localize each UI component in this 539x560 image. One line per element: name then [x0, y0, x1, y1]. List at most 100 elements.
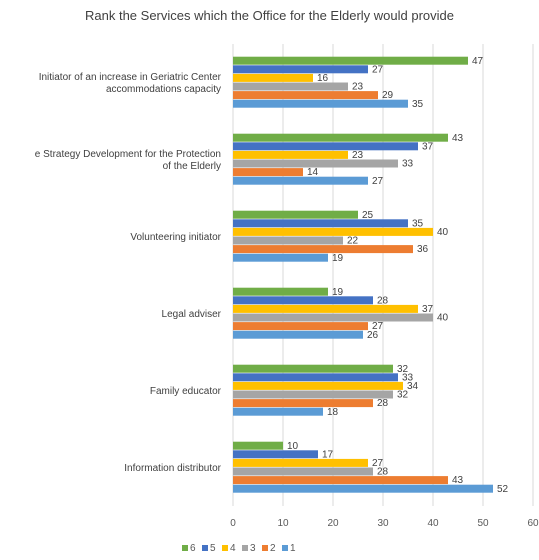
data-label: 23 — [352, 82, 364, 93]
data-label: 32 — [397, 364, 409, 375]
data-label: 27 — [372, 321, 384, 332]
bar — [233, 476, 448, 485]
bar — [233, 210, 358, 219]
bar — [233, 253, 328, 262]
data-label: 35 — [412, 218, 424, 229]
category-label: Volunteering initiator — [130, 232, 221, 243]
bar — [233, 484, 493, 493]
data-label: 40 — [437, 227, 449, 238]
category-label: Initiator of an increase in Geriatric Ce… — [39, 72, 222, 83]
labels: 0 10 20 30 40 50 60 47 27 16 23 29 35 Initiator of an… — [35, 56, 539, 529]
data-label: 37 — [422, 304, 434, 315]
data-label: 36 — [417, 244, 429, 255]
bar — [233, 142, 418, 151]
bar — [233, 227, 433, 236]
category-label: Information distributor — [124, 463, 221, 474]
legend-label: 1 — [290, 543, 296, 554]
bar — [233, 330, 363, 339]
bar — [233, 150, 348, 159]
bar — [233, 168, 303, 177]
x-tick-label: 10 — [277, 518, 289, 529]
legend-label: 6 — [190, 543, 196, 554]
legend-swatch — [182, 545, 188, 551]
grid-lines — [232, 44, 534, 506]
bar — [233, 236, 343, 245]
data-label: 34 — [407, 381, 419, 392]
bar — [233, 73, 313, 82]
x-tick-label: 50 — [477, 518, 489, 529]
data-label: 37 — [422, 141, 434, 152]
data-label: 28 — [377, 295, 389, 306]
bar — [233, 381, 403, 390]
bar — [233, 245, 413, 254]
data-label: 40 — [437, 313, 449, 324]
bar — [233, 56, 468, 65]
data-label: 18 — [327, 407, 339, 418]
bar — [233, 219, 408, 228]
data-label: 28 — [377, 467, 389, 478]
legend-label: 3 — [250, 543, 256, 554]
data-label: 47 — [472, 56, 484, 67]
x-tick-label: 30 — [377, 518, 389, 529]
data-label: 35 — [412, 99, 424, 110]
data-label: 32 — [397, 390, 409, 401]
bar — [233, 364, 393, 373]
bar — [233, 407, 323, 416]
data-label: 43 — [452, 133, 464, 144]
bar — [233, 133, 448, 142]
data-label: 16 — [317, 73, 329, 84]
data-label: 22 — [347, 236, 359, 247]
data-label: 27 — [372, 458, 384, 469]
bar — [233, 373, 398, 382]
bar — [233, 390, 393, 399]
bar — [233, 322, 368, 331]
bar — [233, 313, 433, 322]
data-label: 17 — [322, 449, 334, 460]
legend: 6 5 4 3 2 1 — [182, 543, 296, 554]
data-label: 33 — [402, 159, 414, 170]
data-label: 19 — [332, 253, 344, 264]
bar — [233, 441, 283, 450]
bar — [233, 467, 373, 476]
x-tick-label: 0 — [230, 518, 236, 529]
legend-label: 4 — [230, 543, 236, 554]
x-tick-label: 40 — [427, 518, 439, 529]
data-label: 52 — [497, 484, 509, 495]
data-label: 23 — [352, 150, 364, 161]
bar — [233, 82, 348, 91]
chart-title: Rank the Services which the Office for t… — [85, 8, 454, 23]
category-label: of the Elderly — [163, 161, 221, 172]
bar — [233, 399, 373, 408]
bar — [233, 458, 368, 467]
category-label: Legal adviser — [162, 309, 222, 320]
data-label: 33 — [402, 372, 414, 383]
x-tick-label: 20 — [327, 518, 339, 529]
data-label: 14 — [307, 167, 319, 178]
bar — [233, 296, 373, 305]
category-label: e Strategy Development for the Protectio… — [35, 149, 221, 160]
bar — [233, 304, 418, 313]
bars — [233, 56, 493, 493]
data-label: 25 — [362, 210, 374, 221]
legend-label: 5 — [210, 543, 216, 554]
data-label: 10 — [287, 441, 299, 452]
data-label: 26 — [367, 330, 379, 341]
data-label: 27 — [372, 176, 384, 187]
category-label: accommodations capacity — [106, 84, 221, 95]
bar — [233, 176, 368, 185]
legend-swatch — [282, 545, 288, 551]
x-tick-label: 60 — [527, 518, 539, 529]
data-label: 19 — [332, 287, 344, 298]
data-label: 29 — [382, 90, 394, 101]
data-label: 28 — [377, 398, 389, 409]
legend-swatch — [262, 545, 268, 551]
bar — [233, 99, 408, 108]
legend-label: 2 — [270, 543, 276, 554]
bar — [233, 91, 378, 100]
bar — [233, 65, 368, 74]
data-label: 27 — [372, 64, 384, 75]
category-label: Family educator — [150, 386, 222, 397]
bar — [233, 159, 398, 168]
legend-swatch — [242, 545, 248, 551]
